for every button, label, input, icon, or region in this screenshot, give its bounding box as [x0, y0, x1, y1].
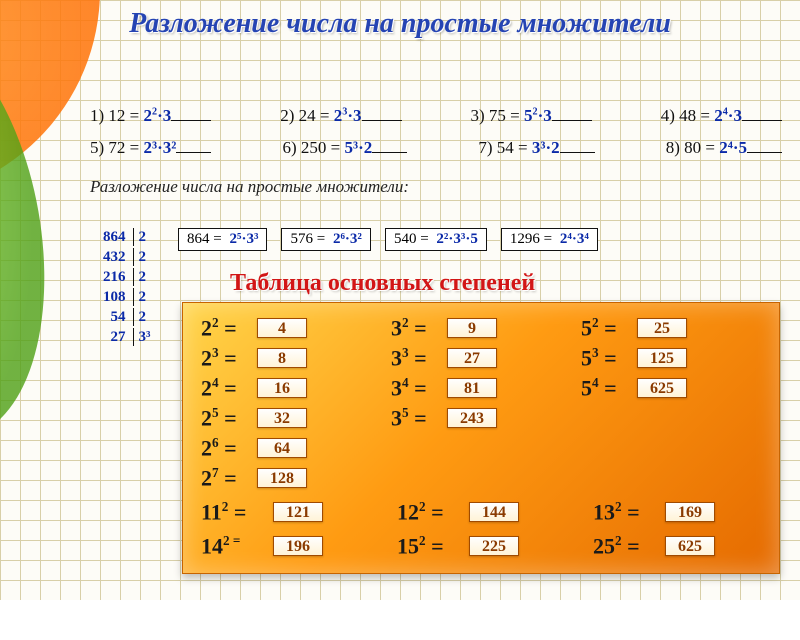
- power-value: 121: [273, 502, 323, 522]
- factorization-ladder: 8642432221621082542273³: [96, 226, 158, 348]
- page-title: Разложение числа на простые множители: [0, 8, 800, 40]
- result-box: 864 = 2⁵·3³: [178, 228, 267, 251]
- power-value: 196: [273, 536, 323, 556]
- exercise-item: 8) 80 = 2⁴·5: [666, 132, 782, 164]
- power-value: 625: [665, 536, 715, 556]
- result-box: 540 = 2²·3³·5: [385, 228, 487, 251]
- power-value: 16: [257, 378, 307, 398]
- exercise-item: 3) 75 = 52·3: [470, 100, 591, 132]
- subheading: Разложение числа на простые множители:: [90, 171, 782, 203]
- result-box: 576 = 2⁶·3²: [281, 228, 370, 251]
- power-value: 64: [257, 438, 307, 458]
- exercise-item: 7) 54 = 3³·2: [478, 132, 594, 164]
- power-value: 243: [447, 408, 497, 428]
- exercise-item: 2) 24 = 23·3: [280, 100, 401, 132]
- powers-panel: 22 = 432 = 952 = 2523 = 833 = 2753 = 125…: [182, 302, 780, 574]
- power-value: 125: [637, 348, 687, 368]
- power-value: 81: [447, 378, 497, 398]
- power-value: 25: [637, 318, 687, 338]
- power-value: 128: [257, 468, 307, 488]
- power-value: 27: [447, 348, 497, 368]
- power-value: 4: [257, 318, 307, 338]
- power-value: 625: [637, 378, 687, 398]
- exercises: 1) 12 = 22·3 2) 24 = 23·3 3) 75 = 52·3 4) 4…: [90, 100, 782, 203]
- exercise-item: 5) 72 = 2³·3²: [90, 132, 211, 164]
- power-value: 9: [447, 318, 497, 338]
- result-box: 1296 = 2⁴·3⁴: [501, 228, 598, 251]
- power-value: 225: [469, 536, 519, 556]
- power-value: 169: [665, 502, 715, 522]
- exercise-item: 1) 12 = 22·3: [90, 100, 211, 132]
- power-value: 144: [469, 502, 519, 522]
- exercise-item: 6) 250 = 5³·2: [282, 132, 407, 164]
- power-value: 8: [257, 348, 307, 368]
- result-boxes: 864 = 2⁵·3³ 576 = 2⁶·3² 540 = 2²·3³·5 1296 …: [178, 228, 782, 251]
- exercise-item: 4) 48 = 24·3: [661, 100, 782, 132]
- power-value: 32: [257, 408, 307, 428]
- powers-title: Таблица основных степеней: [230, 270, 535, 297]
